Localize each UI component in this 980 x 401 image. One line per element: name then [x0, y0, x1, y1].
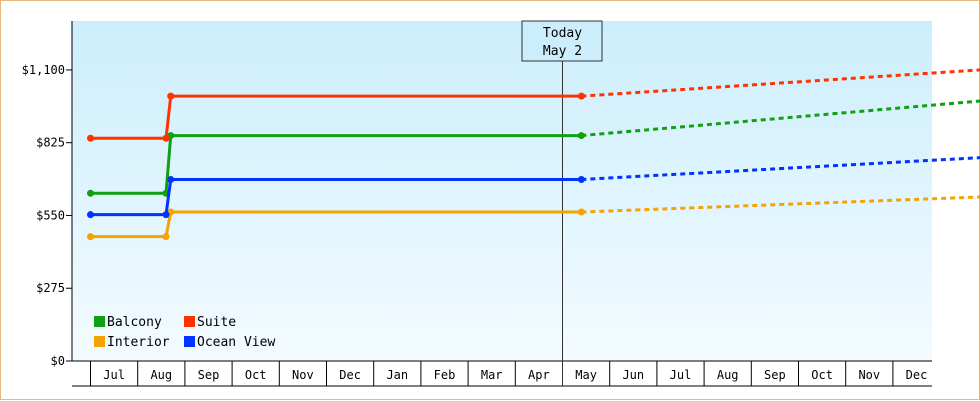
series-forecast-line — [581, 156, 980, 181]
x-tick-label: Jul — [670, 368, 692, 382]
series-forecast-line — [581, 195, 980, 214]
x-tick-label: Dec — [339, 368, 361, 382]
legend-swatch — [94, 316, 105, 327]
legend-swatch — [184, 316, 195, 327]
x-tick-label: Oct — [811, 368, 833, 382]
series-interior — [87, 195, 980, 241]
series-history-line — [90, 177, 582, 217]
data-point — [87, 233, 94, 241]
y-tick-label: $1,100 — [22, 63, 65, 77]
x-tick-label: Oct — [245, 368, 267, 382]
x-tick-label: Nov — [858, 368, 880, 382]
y-tick-label: $550 — [36, 208, 65, 222]
y-tick-label: $0 — [51, 354, 65, 368]
today-marker: Today May 2 — [521, 20, 603, 386]
x-axis: Jul Aug Sep Oct Nov Dec Jan Feb Mar Apr May Jun Jul A… — [72, 360, 932, 387]
legend-label: Ocean View — [197, 335, 275, 350]
x-tick-label: Aug — [150, 368, 172, 382]
data-point — [162, 134, 170, 142]
legend-item: Balcony — [94, 315, 162, 330]
y-tick-label: $825 — [36, 136, 65, 150]
data-point — [87, 134, 94, 142]
data-point — [577, 132, 585, 140]
series-forecast-line — [581, 68, 980, 98]
data-point — [577, 92, 585, 100]
x-tick-label: Nov — [292, 368, 314, 382]
legend: Balcony Suite Interior Ocean View — [94, 315, 275, 350]
data-point — [87, 211, 94, 219]
series-history-line — [90, 134, 582, 195]
data-point — [87, 189, 94, 197]
series-forecast-line — [581, 99, 980, 138]
x-tick-label: Apr — [528, 368, 550, 382]
legend-swatch — [94, 336, 105, 347]
series-layer — [87, 68, 980, 241]
x-tick-label: Jan — [386, 368, 408, 382]
data-point — [577, 208, 585, 216]
legend-item: Interior — [94, 335, 170, 350]
legend-swatch — [184, 336, 195, 347]
data-point — [162, 233, 170, 241]
today-label: May 2 — [543, 44, 582, 59]
data-point — [577, 175, 585, 183]
x-tick-label: Dec — [906, 368, 928, 382]
x-tick-label: Jun — [622, 368, 644, 382]
series-history-line — [90, 210, 582, 239]
today-label: Today — [543, 26, 582, 41]
x-tick-label: Sep — [198, 368, 220, 382]
data-point — [167, 92, 175, 100]
legend-label: Interior — [107, 335, 170, 350]
y-tick-label: $275 — [36, 281, 65, 295]
series-balcony — [87, 99, 980, 197]
y-axis: $0 $275 $550 $825 $1,100 — [22, 21, 73, 368]
series-history-line — [90, 94, 582, 140]
plot-background — [72, 21, 932, 361]
x-tick-label: Feb — [434, 368, 456, 382]
today-box — [521, 20, 603, 62]
legend-item: Ocean View — [184, 335, 275, 350]
legend-label: Suite — [197, 315, 236, 330]
data-point — [167, 175, 175, 183]
legend-label: Balcony — [107, 315, 162, 330]
data-point — [162, 211, 170, 219]
series-suite — [87, 68, 980, 142]
series-ocean-view — [87, 156, 980, 219]
x-tick-label: Mar — [481, 368, 503, 382]
x-tick-label: Aug — [717, 368, 739, 382]
x-tick-label: May — [575, 368, 597, 382]
x-tick-label: Sep — [764, 368, 786, 382]
legend-item: Suite — [184, 315, 236, 330]
x-tick-label: Jul — [103, 368, 125, 382]
